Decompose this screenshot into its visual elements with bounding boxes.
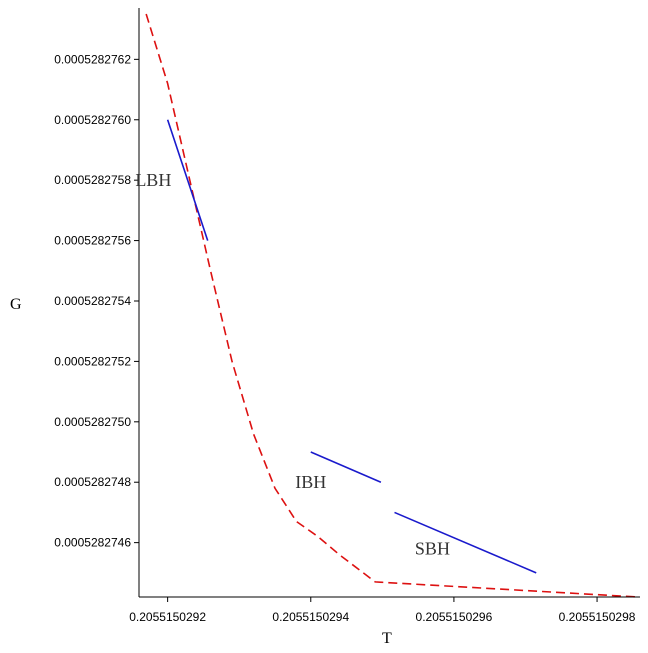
annotation-lbh: LBH xyxy=(135,170,171,190)
axes-layer xyxy=(138,8,640,598)
series-1-solid-segment xyxy=(166,119,209,241)
x-tick-label: 0.2055150292 xyxy=(129,610,206,624)
y-tick-label: 0.0005282760 xyxy=(54,113,131,127)
x-tick-label: 0.2055150298 xyxy=(559,610,636,624)
y-tick-label: 0.0005282754 xyxy=(54,294,131,308)
y-tick-label: 0.0005282746 xyxy=(54,536,131,550)
y-tick-label: 0.0005282756 xyxy=(54,234,131,248)
ticks-layer: 0.0005282746 0.0005282748 0.0005282750 0.00… xyxy=(54,52,636,624)
y-tick-label: 0.0005282758 xyxy=(54,173,131,187)
y-axis-label: G xyxy=(10,296,22,313)
x-tick-label: 0.2055150296 xyxy=(416,610,493,624)
curves-layer xyxy=(145,13,638,598)
y-tick-label: 0.0005282762 xyxy=(54,52,131,66)
y-tick-label: 0.0005282748 xyxy=(54,475,131,489)
annotation-sbh: SBH xyxy=(415,539,450,559)
labels-layer: G T xyxy=(10,296,392,647)
y-tick-label: 0.0005282752 xyxy=(54,354,131,368)
annotation-ibh: IBH xyxy=(295,472,326,492)
y-tick-label: 0.0005282750 xyxy=(54,415,131,429)
x-tick-label: 0.2055150294 xyxy=(272,610,349,624)
annotations-layer: LBH IBH SBH xyxy=(135,170,450,559)
series-0-dashed-curve xyxy=(145,13,638,598)
series-3-solid-segment xyxy=(394,511,537,574)
x-axis-label: T xyxy=(382,630,392,647)
series-2-solid-segment xyxy=(310,451,382,483)
